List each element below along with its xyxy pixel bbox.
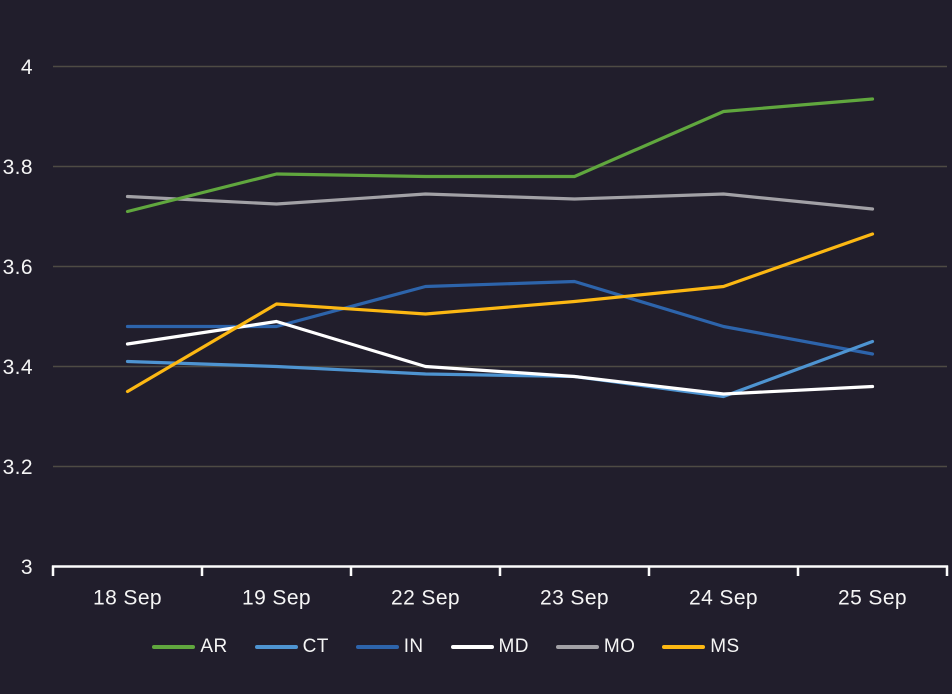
y-axis-label: 3.2 bbox=[3, 456, 33, 479]
series-line-MS bbox=[125, 232, 875, 394]
y-axis-label: 3.8 bbox=[3, 156, 33, 179]
x-axis-label: 22 Sep bbox=[391, 587, 460, 610]
legend-item-MO[interactable]: MO bbox=[555, 636, 636, 658]
series-line-MD bbox=[125, 319, 875, 396]
y-axis-label: 3.6 bbox=[3, 256, 33, 279]
legend-item-CT[interactable]: CT bbox=[254, 636, 329, 658]
legend-label: AR bbox=[200, 636, 228, 657]
x-axis-label: 25 Sep bbox=[838, 587, 907, 610]
series-line-IN bbox=[125, 279, 875, 356]
series-line-AR bbox=[125, 97, 875, 214]
legend-label: CT bbox=[302, 636, 329, 657]
legend-label: MD bbox=[498, 636, 529, 657]
legend-item-AR[interactable]: AR bbox=[152, 636, 227, 658]
legend-item-IN[interactable]: IN bbox=[355, 636, 424, 658]
series-line-CT bbox=[125, 339, 875, 399]
legend-swatch-AR bbox=[152, 645, 196, 649]
legend-swatch-MD bbox=[450, 645, 494, 649]
x-axis-label: 18 Sep bbox=[93, 587, 162, 610]
x-axis-label: 24 Sep bbox=[689, 587, 758, 610]
legend-swatch-CT bbox=[254, 645, 298, 649]
y-axis-label: 4 bbox=[21, 56, 33, 79]
legend-item-MS[interactable]: MS bbox=[662, 636, 739, 658]
x-axis-label: 19 Sep bbox=[242, 587, 311, 610]
x-axis-label: 23 Sep bbox=[540, 587, 609, 610]
legend-item-MD[interactable]: MD bbox=[450, 636, 529, 658]
legend-label: MS bbox=[710, 636, 740, 657]
legend-swatch-IN bbox=[355, 645, 399, 649]
y-axis-label: 3.4 bbox=[3, 356, 33, 379]
legend-label: MO bbox=[603, 636, 636, 657]
y-axis-label: 3 bbox=[21, 556, 33, 579]
chart-legend: AR CT IN MD MO MS bbox=[0, 636, 892, 658]
legend-swatch-MS bbox=[662, 645, 706, 649]
legend-label: IN bbox=[403, 636, 424, 657]
series-line-MO bbox=[125, 192, 875, 211]
legend-swatch-MO bbox=[555, 645, 599, 649]
